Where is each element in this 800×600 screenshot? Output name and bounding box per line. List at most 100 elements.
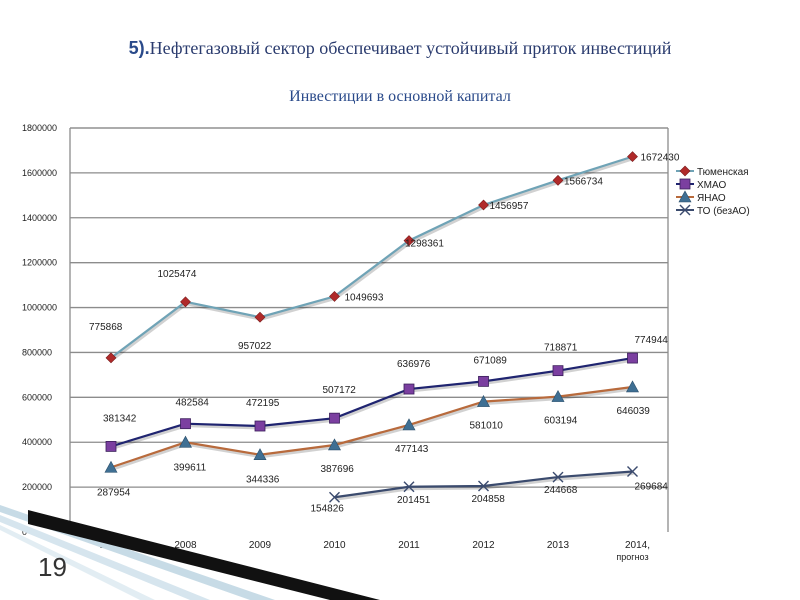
slide-title-number: 5).: [128, 38, 150, 58]
data-label: 482584: [176, 398, 210, 409]
page-number: 19: [38, 552, 67, 582]
data-point: [178, 435, 193, 448]
series-line: [110, 356, 633, 448]
data-point: [329, 412, 340, 424]
data-label: 603194: [544, 416, 578, 427]
data-point: [105, 441, 117, 452]
data-point: [627, 465, 638, 477]
legend-entry: ЯНАО: [676, 190, 726, 204]
legend-label: ЯНАО: [697, 193, 726, 204]
data-point: [627, 151, 638, 163]
data-label: 718871: [544, 343, 578, 354]
series-line-shadow: [111, 387, 634, 471]
data-point: [552, 365, 564, 377]
y-tick-label: 1200000: [22, 258, 57, 268]
data-point: [402, 418, 416, 431]
series-line: [110, 385, 633, 469]
data-label: 775868: [89, 322, 123, 333]
data-labels-layer: 775868 1025474 957022 1049693 1298361 1456957…: [89, 153, 680, 515]
data-label: 381342: [103, 413, 137, 424]
y-tick-label: 1600000: [22, 168, 57, 178]
series-line: [110, 155, 633, 359]
legend-label: ТО (безАО): [697, 205, 750, 217]
data-label: 477143: [395, 444, 429, 455]
series-4: [329, 465, 638, 503]
data-point: [105, 352, 117, 364]
data-point: [476, 394, 491, 407]
data-label: 154826: [311, 503, 345, 514]
y-tick-label: 800000: [22, 347, 52, 357]
data-label: 957022: [238, 341, 272, 352]
data-label: 472195: [246, 398, 280, 409]
data-point: [254, 420, 266, 432]
series-layer: [104, 151, 640, 503]
axis-layer: 0200000400000600000800000100000012000001…: [22, 123, 669, 562]
data-point: [403, 481, 415, 493]
data-label: 1456957: [490, 201, 529, 212]
x-tick-label: 2008: [174, 540, 197, 551]
data-label: 774944: [635, 335, 669, 346]
data-label: 269684: [635, 481, 669, 492]
data-label: 636976: [397, 359, 431, 370]
data-point: [180, 296, 191, 308]
data-point: [254, 311, 266, 323]
data-point: [627, 352, 638, 364]
series-2: [105, 352, 638, 452]
y-tick-label: 600000: [22, 392, 52, 402]
x-tick-label: 2013: [547, 540, 570, 551]
y-tick-label: 1000000: [22, 303, 57, 313]
data-point: [678, 190, 692, 203]
data-label: 201451: [397, 495, 431, 506]
data-point: [478, 199, 489, 211]
data-point: [625, 380, 640, 393]
data-point: [253, 448, 267, 461]
data-point: [552, 174, 564, 186]
data-point: [552, 471, 564, 483]
data-point-stroke: [679, 204, 691, 216]
data-point: [104, 460, 118, 473]
x-tick-label: 2012: [472, 540, 495, 551]
data-label: 646039: [617, 406, 651, 417]
x-tick-label: 2011: [398, 540, 420, 551]
y-tick-label: 400000: [22, 437, 52, 447]
data-label: 1566734: [564, 176, 603, 187]
decorative-corner-stripes: [0, 505, 380, 600]
data-label: 1672430: [641, 153, 680, 164]
data-label: 344336: [246, 475, 280, 486]
data-point: [327, 438, 342, 451]
data-label: 287954: [97, 487, 131, 498]
data-point-stroke: [552, 471, 564, 483]
series-3: [104, 380, 640, 473]
data-point: [478, 480, 489, 492]
data-label: 581010: [470, 421, 504, 432]
slide-title-text: Нефтегазовый сектор обеспечивает устойчи…: [149, 38, 672, 58]
data-point: [679, 165, 691, 177]
x-tick-label: прогноз: [616, 552, 648, 562]
series-line-shadow: [335, 471, 634, 501]
y-tick-label: 1400000: [22, 213, 57, 223]
data-label: 204858: [472, 494, 506, 505]
slide-title: 5).Нефтегазовый сектор обеспечивает усто…: [0, 38, 800, 59]
data-point-stroke: [403, 481, 415, 493]
x-tick-label: 2010: [323, 540, 346, 551]
data-point: [478, 375, 489, 387]
data-point-stroke: [627, 465, 638, 477]
data-label: 507172: [323, 385, 357, 396]
data-point: [329, 491, 340, 503]
x-tick-label: 2009: [249, 540, 272, 551]
legend-entry: ТО (безАО): [676, 204, 750, 217]
legend-label: Тюменская: [697, 167, 749, 178]
series-line-shadow: [111, 157, 634, 362]
data-label: 1298361: [405, 239, 444, 250]
y-tick-label: 1800000: [22, 123, 57, 133]
legend-entry: Тюменская: [676, 165, 749, 178]
data-point-stroke: [478, 480, 489, 492]
legend-label: ХМАО: [697, 180, 726, 191]
data-label: 387696: [321, 464, 355, 475]
data-point: [329, 290, 340, 302]
data-point: [679, 178, 691, 190]
data-label: 1049693: [345, 292, 384, 303]
legend-entry: ХМАО: [676, 178, 726, 191]
